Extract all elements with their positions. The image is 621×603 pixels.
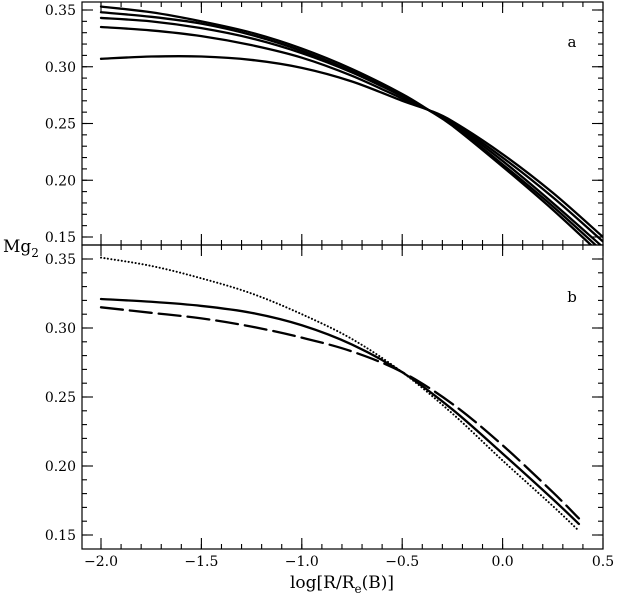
panel-b: 0.15 0.20 0.25 0.30 0.35 −2.0 −1.5 −1.0 −0.5 0.0 0… bbox=[45, 245, 614, 570]
panel-a-ytick-label: 0.30 bbox=[45, 60, 76, 76]
x-axis-title-suffix: (B)] bbox=[362, 573, 394, 593]
panel-b-curves bbox=[99, 256, 581, 532]
panel-b-ytick-label: 0.30 bbox=[45, 321, 76, 337]
y-axis-title-sub: 2 bbox=[31, 246, 39, 260]
panel-a-series-solid-4 bbox=[99, 55, 603, 239]
panel-b-xtick-label: −2.0 bbox=[84, 554, 118, 570]
x-axis-title-sub: e bbox=[355, 582, 362, 596]
panel-a: 0.15 0.20 0.25 0.30 0.35 bbox=[45, 2, 604, 246]
panel-a-series-solid-3 bbox=[99, 25, 603, 243]
panel-b-xtick-label: −1.0 bbox=[285, 554, 319, 570]
panel-a-series-solid-2 bbox=[99, 16, 603, 245]
x-axis-title-prefix: log[R/R bbox=[290, 573, 356, 593]
x-axis-title: log[R/Re(B)] bbox=[290, 573, 394, 596]
panel-b-label: b bbox=[567, 288, 577, 306]
panel-a-curves bbox=[99, 5, 603, 245]
panel-a-ytick-label: 0.20 bbox=[45, 173, 76, 189]
panel-b-ytick-label: 0.20 bbox=[45, 459, 76, 475]
panel-b-frame bbox=[81, 244, 604, 550]
panel-b-xtick-label: 0.0 bbox=[491, 554, 513, 570]
panel-b-ytick-label: 0.35 bbox=[45, 252, 76, 268]
panel-a-ytick-label: 0.25 bbox=[45, 117, 76, 133]
panel-b-ytick-label: 0.15 bbox=[45, 528, 76, 544]
panel-b-series-solid-0 bbox=[99, 297, 581, 526]
panel-b-xtick-label: −1.5 bbox=[184, 554, 218, 570]
panel-a-label: a bbox=[568, 33, 577, 51]
panel-a-frame bbox=[81, 1, 604, 246]
panel-a-series-solid-1 bbox=[99, 11, 598, 245]
panel-b-ytick-label: 0.25 bbox=[45, 390, 76, 406]
panel-b-xtick-label: −0.5 bbox=[385, 554, 419, 570]
panel-b-series-dashed-2 bbox=[99, 306, 581, 520]
y-axis-title-main: Mg bbox=[3, 237, 31, 257]
panel-a-ytick-label: 0.35 bbox=[45, 3, 76, 19]
y-axis-title: Mg2 bbox=[3, 237, 39, 260]
panel-b-xtick-label: 0.5 bbox=[592, 554, 614, 570]
panel-b-series-dotted-1 bbox=[100, 256, 580, 532]
panel-a-series-solid-0 bbox=[99, 5, 593, 245]
panel-a-ytick-label: 0.15 bbox=[45, 230, 76, 246]
